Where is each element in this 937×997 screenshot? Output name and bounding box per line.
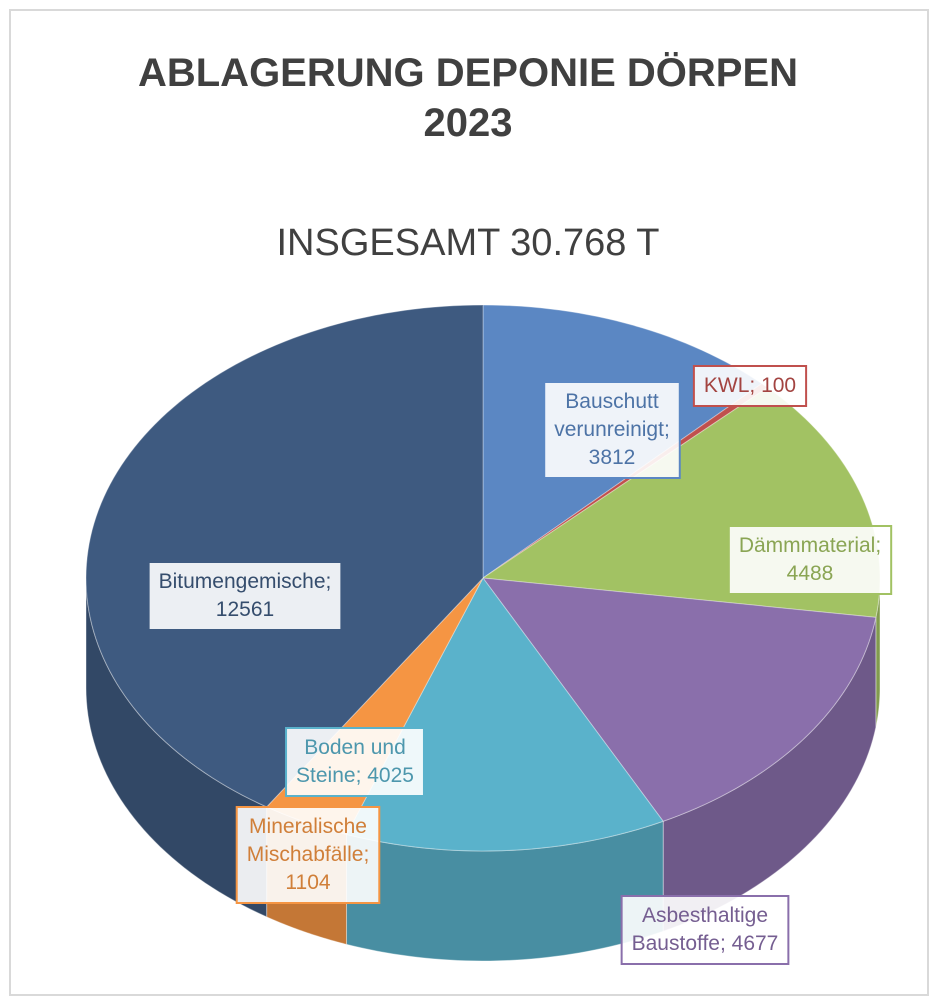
data-label-text: Bitumengemische; 12561 <box>159 570 332 621</box>
data-label-box <box>692 365 808 407</box>
data-label: Asbesthaltige Baustoffe; 4677 <box>620 895 790 965</box>
data-label-box <box>543 381 681 479</box>
data-labels: Bauschutt verunreinigt; 3812 KWL; 100 Dämmma… <box>147 365 893 965</box>
data-label-text: Bauschutt verunreinigt; 3812 <box>554 390 670 469</box>
data-label-box <box>285 727 425 797</box>
data-label-text: Mineralische Mischabfälle; 1104 <box>247 815 370 894</box>
chart-title: ABLAGERUNG DEPONIE DÖRPEN 2023 <box>138 50 798 145</box>
data-label: Bitumengemische; 12561 <box>147 561 343 631</box>
slice <box>345 577 664 852</box>
data-label-box <box>147 561 343 631</box>
data-label: Bauschutt verunreinigt; 3812 <box>543 381 681 479</box>
data-label-text: Asbesthaltige Baustoffe; 4677 <box>632 904 779 955</box>
data-label-text: Boden und Steine; 4025 <box>296 736 414 787</box>
data-label: KWL; 100 <box>692 365 808 407</box>
data-label: Mineralische Mischabfälle; 1104 <box>235 806 381 904</box>
data-label-text: KWL; 100 <box>704 374 796 397</box>
data-label-text: Dämmmaterial; 4488 <box>739 534 881 585</box>
data-label: Dämmmaterial; 4488 <box>727 525 893 595</box>
slice-side <box>85 577 268 918</box>
chart-subtitle: INSGESAMT 30.768 T <box>277 222 660 264</box>
slice-side <box>346 820 664 962</box>
slice <box>85 304 484 808</box>
data-label-box <box>727 525 893 595</box>
data-label-box <box>620 895 790 965</box>
data-label: Boden und Steine; 4025 <box>285 727 425 797</box>
slice <box>481 577 877 822</box>
data-label-box <box>235 806 381 904</box>
